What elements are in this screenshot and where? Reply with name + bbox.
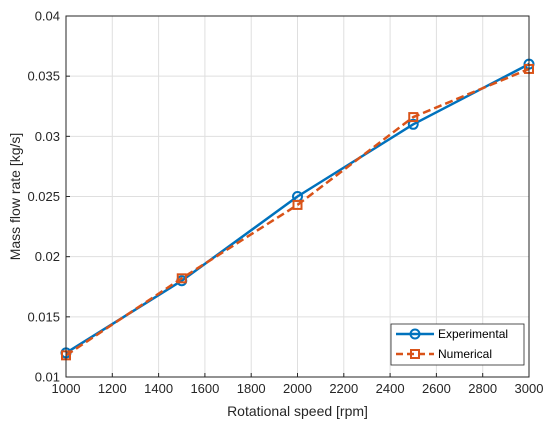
y-ticks: 0.01 0.015 0.02 0.025 0.03 0.035 0.04 [27,9,70,385]
data-point-numerical [408,112,419,123]
x-tick-label: 1800 [237,381,266,396]
series-line-experimental [65,63,530,354]
x-tick-label: 1200 [98,381,127,396]
x-ticks: 1000 1200 1400 1600 1800 2000 2200 2400 2600 2800… [52,373,544,396]
x-tick-label: 1400 [144,381,173,396]
data-point-numerical [292,199,303,210]
x-tick-label: 2200 [329,381,358,396]
legend-marker-experimental [409,328,421,340]
series-line-numerical [65,67,530,357]
x-tick-label: 1000 [52,381,81,396]
x-tick-label: 2000 [283,381,312,396]
y-tick-label: 0.04 [35,9,60,24]
y-tick-label: 0.025 [27,189,60,204]
legend-entry-numerical: Numerical [396,347,492,361]
y-tick-label: 0.02 [35,249,60,264]
y-tick-label: 0.015 [27,309,60,324]
x-tick-label: 3000 [515,381,544,396]
x-tick-label: 2800 [468,381,497,396]
y-tick-label: 0.03 [35,129,60,144]
x-axis-label: Rotational speed [rpm] [227,403,368,419]
legend-label-numerical: Numerical [438,347,492,361]
x-tick-label: 1600 [190,381,219,396]
legend-label-experimental: Experimental [438,327,508,341]
data-point-numerical [176,273,187,284]
legend: Experimental Numerical [390,323,525,366]
x-tick-label: 2400 [376,381,405,396]
y-tick-label: 0.035 [27,69,60,84]
legend-marker-numerical [410,349,420,359]
y-axis-label: Mass flow rate [kg/s] [7,133,23,261]
legend-entry-experimental: Experimental [396,327,508,341]
data-point-experimental [407,118,419,130]
series-layer [60,58,535,361]
plot-frame [65,15,530,378]
x-tick-label: 2600 [422,381,451,396]
y-tick-label: 0.01 [35,370,60,385]
